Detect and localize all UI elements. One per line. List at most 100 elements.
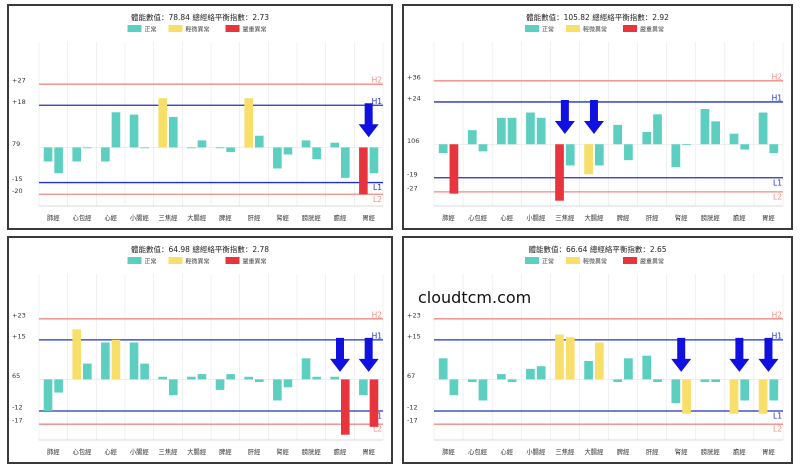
- chart-title: 體能數值：66.64 總經絡平衡指數：2.65: [528, 244, 666, 254]
- x-tick-label: 小腸經: [130, 213, 150, 222]
- legend-swatch-3: [225, 25, 240, 32]
- bar-left: [584, 360, 593, 380]
- bar-right: [111, 339, 121, 380]
- x-tick-label: 心包經: [73, 213, 93, 222]
- x-tick-label: 腎經: [675, 447, 688, 456]
- bar-left: [467, 130, 477, 145]
- bar-right: [653, 114, 662, 145]
- x-tick-label: 膀胱經: [302, 213, 322, 222]
- bar-left: [187, 147, 196, 149]
- x-tick-label: 脾經: [219, 447, 232, 456]
- x-tick-label: 膽經: [334, 447, 347, 456]
- bar-right: [226, 147, 235, 153]
- x-tick-label: 小腸經: [130, 447, 150, 456]
- bar-left: [215, 147, 225, 149]
- bar-right: [769, 144, 779, 154]
- chart-title: 體能數值：64.98 總經絡平衡指數：2.78: [131, 244, 269, 254]
- y-tick-label: -17: [12, 417, 23, 425]
- bar-right: [478, 144, 488, 152]
- chart-panel-2: 體能數值：105.82 總經絡平衡指數：2.92 正常 輕微異常 嚴重異常 H2 H1 L1…: [402, 4, 793, 230]
- bar-right: [255, 379, 264, 383]
- bar-right: [594, 144, 604, 166]
- legend-label-2: 輕微異常: [583, 26, 607, 34]
- bar-right: [565, 144, 575, 166]
- down-arrow-icon: [583, 99, 604, 134]
- chart-svg-4: 體能數值：66.64 總經絡平衡指數：2.65 正常 輕微異常 嚴重異常 H2 H1 L1 L…: [407, 244, 784, 456]
- x-tick-label: 胃經: [362, 213, 375, 222]
- x-tick-label: 心經: [500, 213, 513, 222]
- bar-right: [341, 147, 350, 178]
- legend-label-3: 嚴重異常: [640, 258, 664, 266]
- bar-right: [169, 379, 178, 396]
- bar-left: [584, 144, 593, 175]
- bar-right: [653, 379, 662, 383]
- bar-left: [72, 147, 81, 162]
- threshold-label-L1: L1: [373, 183, 382, 192]
- bar-left: [301, 358, 311, 380]
- y-tick-label: -12: [407, 404, 418, 412]
- bar-left: [613, 124, 623, 145]
- y-tick-label: +23: [12, 311, 26, 319]
- legend-swatch-2: [168, 25, 183, 32]
- threshold-label-L2: L2: [373, 425, 382, 434]
- y-tick-label: +18: [12, 98, 26, 106]
- bar-right: [369, 147, 379, 174]
- bar-left: [700, 109, 710, 145]
- x-tick-label: 胃經: [362, 447, 375, 456]
- x-tick-label: 膀胱經: [701, 447, 721, 456]
- y-tick-label: 65: [12, 372, 20, 380]
- threshold-label-L1: L1: [773, 178, 782, 187]
- bar-left: [43, 147, 53, 162]
- chart-panel-1: 體能數值：78.84 總經絡平衡指數：2.73 正常 輕微異常 嚴重異常 H2 H1 L1 L…: [7, 4, 393, 230]
- down-arrow-icon: [358, 337, 379, 372]
- bar-left: [496, 374, 506, 380]
- bar-right: [449, 379, 459, 396]
- bar-right: [83, 363, 92, 380]
- threshold-label-H2: H2: [772, 72, 783, 81]
- x-tick-label: 脾經: [219, 213, 232, 222]
- bar-right: [536, 366, 546, 380]
- bar-left: [496, 117, 506, 145]
- bar-left: [526, 368, 535, 380]
- bar-left: [330, 376, 339, 380]
- x-tick-label: 脾經: [617, 447, 630, 456]
- y-tick-label: -19: [407, 170, 418, 178]
- down-arrow-icon: [729, 337, 750, 372]
- x-tick-label: 肝經: [248, 447, 261, 456]
- bar-right: [594, 342, 604, 380]
- x-tick-label: 腎經: [276, 213, 289, 222]
- chart-title: 體能數值：78.84 總經絡平衡指數：2.73: [131, 12, 269, 22]
- x-tick-label: 腎經: [675, 213, 688, 222]
- threshold-label-H1: H1: [372, 97, 383, 106]
- bar-left: [273, 147, 282, 169]
- bar-left: [129, 342, 139, 380]
- bar-left: [642, 355, 652, 380]
- bar-right: [769, 379, 779, 401]
- y-tick-label: -12: [12, 404, 23, 412]
- down-arrow-icon: [358, 103, 379, 138]
- legend-swatch-2: [168, 257, 183, 264]
- x-tick-label: 小腸經: [526, 447, 546, 456]
- legend-swatch-2: [566, 257, 580, 264]
- bar-right: [83, 147, 92, 149]
- x-tick-label: 肝經: [646, 213, 659, 222]
- chart-svg-1: 體能數值：78.84 總經絡平衡指數：2.73 正常 輕微異常 嚴重異常 H2 H1 L1 L…: [12, 12, 384, 222]
- down-arrow-icon: [554, 99, 575, 134]
- bar-left: [158, 98, 167, 148]
- legend-label-1: 正常: [542, 258, 554, 266]
- bar-left: [758, 379, 768, 414]
- x-tick-label: 肝經: [248, 213, 261, 222]
- y-tick-label: -20: [12, 187, 23, 195]
- x-tick-label: 三焦經: [159, 213, 179, 222]
- bar-left: [187, 376, 196, 380]
- down-arrow-icon: [330, 337, 350, 372]
- bar-left: [72, 329, 81, 380]
- bar-right: [536, 117, 546, 145]
- bar-right: [507, 117, 517, 145]
- x-tick-label: 膽經: [733, 447, 746, 456]
- x-tick-label: 心經: [104, 447, 117, 456]
- y-tick-label: +36: [407, 73, 421, 81]
- legend-swatch-2: [566, 25, 580, 32]
- x-tick-label: 三焦經: [555, 447, 575, 456]
- x-tick-label: 大腸經: [585, 447, 605, 456]
